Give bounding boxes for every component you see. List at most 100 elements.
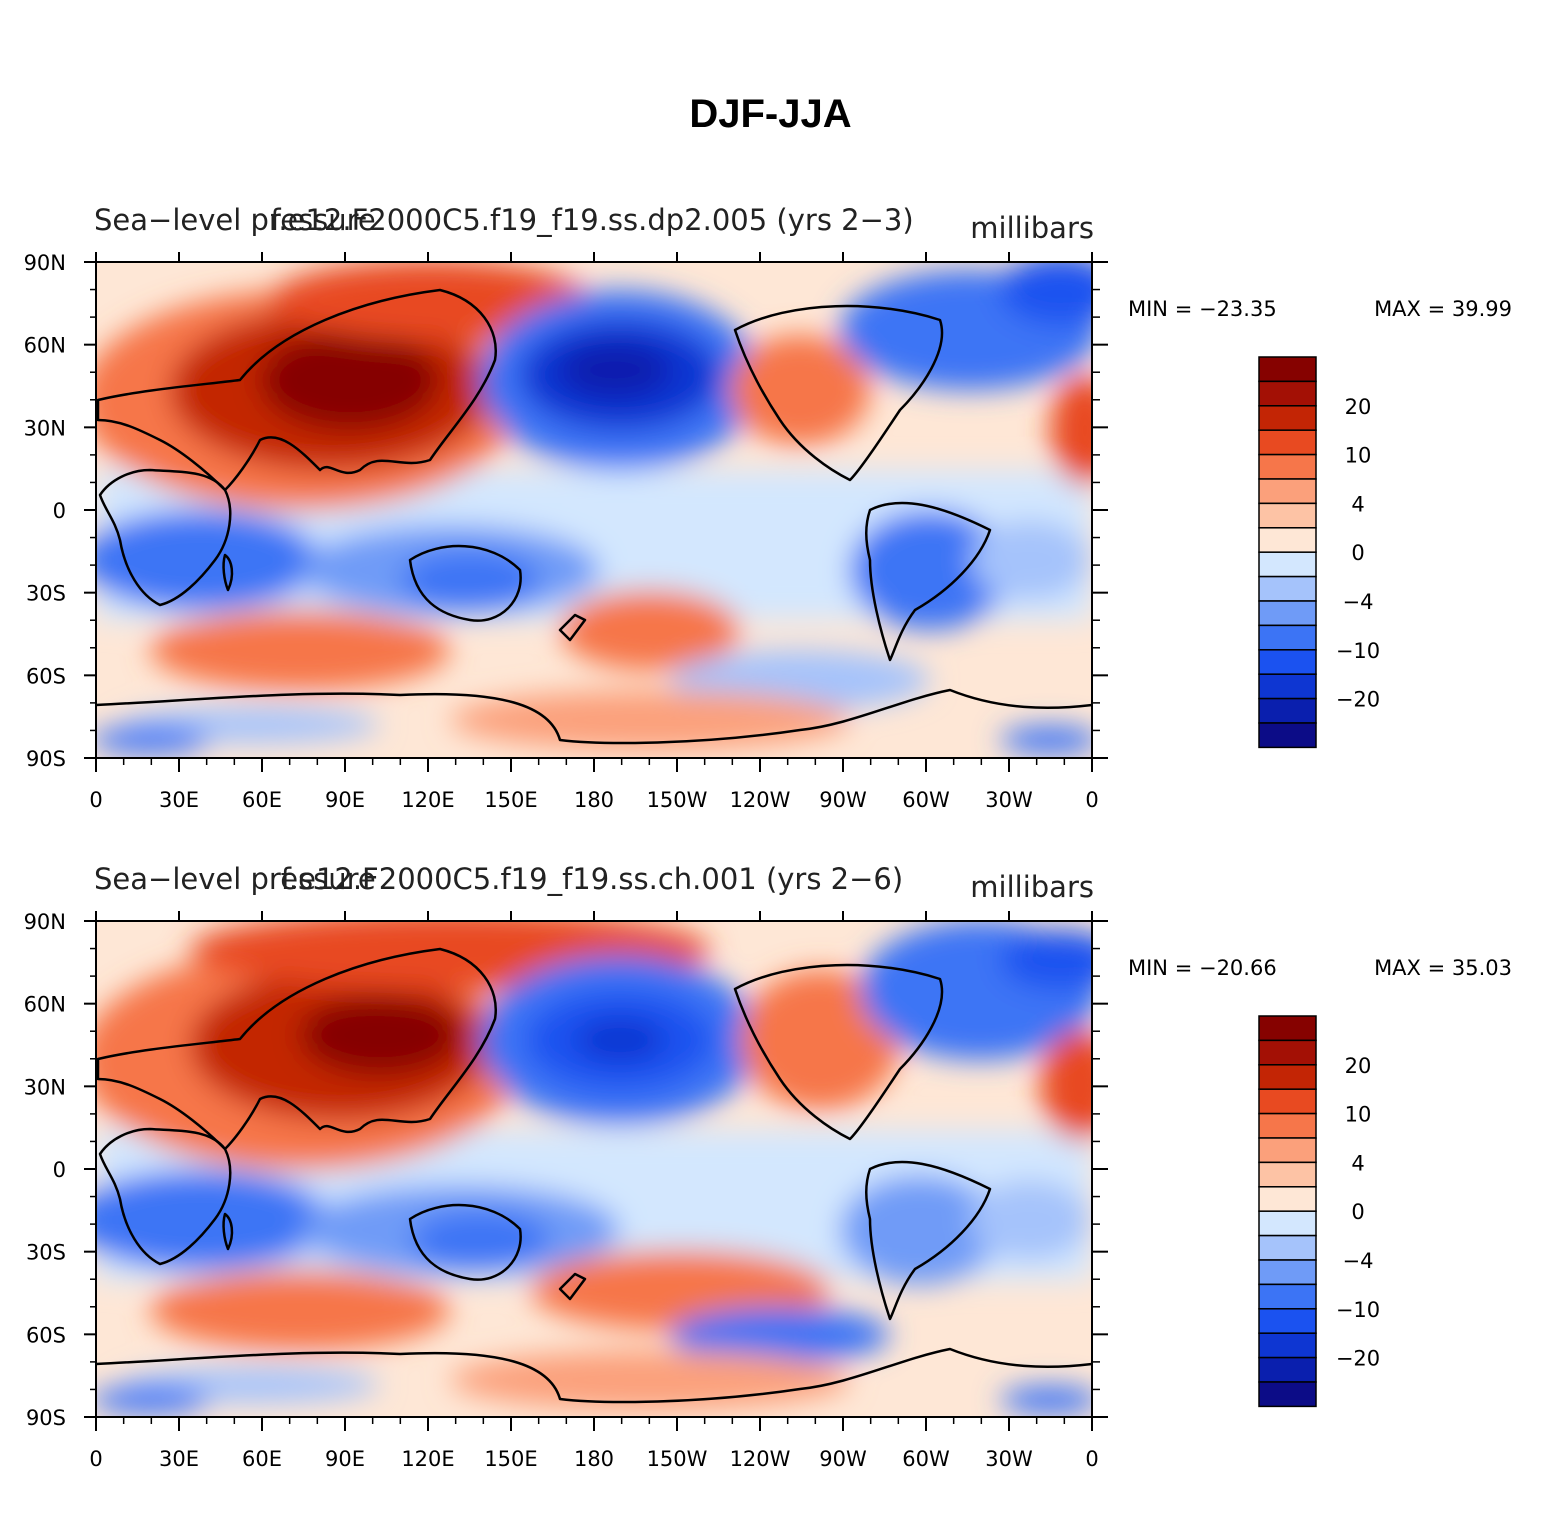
lat-label: 0 bbox=[53, 1158, 66, 1182]
lat-label: 60N bbox=[24, 334, 66, 358]
colorbar-label: −20 bbox=[1336, 688, 1380, 712]
colorbar-label: 0 bbox=[1351, 1200, 1364, 1224]
lat-label: 90N bbox=[24, 910, 66, 934]
lat-label: 30S bbox=[26, 1241, 66, 1265]
colorbar-box bbox=[1258, 1283, 1317, 1310]
panel1-colorbar: 20 10 4 0 −4 −10 −20 bbox=[1258, 356, 1380, 749]
panel1-case-label: f.e12.F2000C5.f19_f19.ss.dp2.005 (yrs 2−… bbox=[270, 203, 913, 237]
panel2-map bbox=[96, 921, 1092, 1417]
lon-label: 60W bbox=[902, 788, 950, 812]
panel-dp2: Sea−level pressure f.e12.F2000C5.f19_f19… bbox=[24, 203, 1512, 812]
panel1-min-text: MIN = −23.35 bbox=[1128, 297, 1277, 321]
lon-label: 30E bbox=[159, 1447, 199, 1471]
colorbar-label: −10 bbox=[1336, 639, 1380, 663]
colorbar-box bbox=[1258, 478, 1317, 505]
lon-label: 90W bbox=[819, 1447, 867, 1471]
colorbar-box bbox=[1258, 1088, 1317, 1115]
colorbar-label: −10 bbox=[1336, 1298, 1380, 1322]
panel2-case-label: f.e12.F2000C5.f19_f19.ss.ch.001 (yrs 2−6… bbox=[281, 862, 903, 896]
lon-label: 180 bbox=[574, 1447, 614, 1471]
lon-label: 0 bbox=[1085, 788, 1098, 812]
colorbar-box bbox=[1258, 453, 1317, 480]
colorbar-label: 4 bbox=[1351, 1151, 1364, 1175]
colorbar-box bbox=[1258, 1015, 1317, 1042]
figure-title: DJF-JJA bbox=[689, 92, 852, 136]
colorbar-box bbox=[1258, 624, 1317, 651]
colorbar-label: 10 bbox=[1345, 1103, 1372, 1127]
colorbar-box bbox=[1258, 600, 1317, 627]
colorbar-box bbox=[1258, 1356, 1317, 1383]
panel1-max-text: MAX = 39.99 bbox=[1374, 297, 1512, 321]
panel2-max-text: MAX = 35.03 bbox=[1374, 956, 1512, 980]
colorbar-box bbox=[1258, 1064, 1317, 1090]
panel1-units-label: millibars bbox=[970, 211, 1094, 245]
colorbar-box bbox=[1258, 429, 1317, 456]
colorbar-box bbox=[1258, 1210, 1317, 1237]
colorbar-box bbox=[1258, 722, 1317, 749]
lon-label: 150E bbox=[484, 788, 537, 812]
colorbar-box bbox=[1258, 502, 1317, 529]
lon-label: 60W bbox=[902, 1447, 950, 1471]
lon-label: 120E bbox=[401, 1447, 454, 1471]
colorbar-box bbox=[1258, 1039, 1317, 1066]
colorbar-box bbox=[1258, 527, 1317, 553]
lon-label: 90W bbox=[819, 788, 867, 812]
lon-label: 120E bbox=[401, 788, 454, 812]
colorbar-box bbox=[1258, 380, 1317, 407]
lon-label: 180 bbox=[574, 788, 614, 812]
colorbar-box bbox=[1258, 673, 1317, 700]
panel2-min-text: MIN = −20.66 bbox=[1128, 956, 1277, 980]
panel2-lon-labels: 0 30E 60E 90E 120E 150E 180 150W 120W 90W 60W 30W 0 bbox=[89, 1447, 1098, 1471]
lat-label: 60S bbox=[26, 664, 66, 688]
colorbar-label: 0 bbox=[1351, 541, 1364, 565]
lon-label: 120W bbox=[730, 1447, 791, 1471]
colorbar-label: −4 bbox=[1343, 590, 1374, 614]
colorbar-box bbox=[1258, 1234, 1317, 1261]
panel2-colorbar: 20 10 4 0 −4 −10 −20 bbox=[1258, 1015, 1380, 1408]
lat-label: 30S bbox=[26, 582, 66, 606]
lon-label: 0 bbox=[89, 1447, 102, 1471]
lat-label: 60N bbox=[24, 993, 66, 1017]
panel-ch: Sea−level pressure f.e12.F2000C5.f19_f19… bbox=[24, 862, 1512, 1471]
colorbar-box bbox=[1258, 697, 1317, 724]
colorbar-box bbox=[1258, 551, 1317, 578]
lon-label: 0 bbox=[89, 788, 102, 812]
panel1-field-label: Sea−level pressure bbox=[94, 203, 376, 237]
lat-label: 60S bbox=[26, 1323, 66, 1347]
colorbar-box bbox=[1258, 1112, 1317, 1139]
colorbar-box bbox=[1258, 1308, 1317, 1334]
panel1-ticks bbox=[84, 252, 1108, 772]
lon-label: 60E bbox=[242, 1447, 282, 1471]
colorbar-box bbox=[1258, 575, 1317, 602]
colorbar-label: 4 bbox=[1351, 492, 1364, 516]
colorbar-box bbox=[1258, 1186, 1317, 1212]
lon-label: 30E bbox=[159, 788, 199, 812]
colorbar-box bbox=[1258, 1137, 1317, 1164]
lon-label: 150E bbox=[484, 1447, 537, 1471]
colorbar-label: 20 bbox=[1345, 1054, 1372, 1078]
lat-label: 30N bbox=[24, 416, 66, 440]
lat-label: 90S bbox=[26, 747, 66, 771]
colorbar-label: 10 bbox=[1345, 444, 1372, 468]
lon-label: 30W bbox=[985, 788, 1033, 812]
colorbar-box bbox=[1258, 649, 1317, 675]
lon-label: 120W bbox=[730, 788, 791, 812]
colorbar-box bbox=[1258, 356, 1317, 383]
colorbar-label: −4 bbox=[1343, 1249, 1374, 1273]
colorbar-box bbox=[1258, 1332, 1317, 1359]
panel1-lon-labels: 0 30E 60E 90E 120E 150E 180 150W 120W 90W 60W 30W 0 bbox=[89, 788, 1098, 812]
lat-label: 0 bbox=[53, 499, 66, 523]
panel1-lat-labels: 90N 60N 30N 0 30S 60S 90S bbox=[24, 251, 66, 771]
colorbar-box bbox=[1258, 1259, 1317, 1286]
colorbar-label: 20 bbox=[1345, 395, 1372, 419]
lat-label: 90S bbox=[26, 1406, 66, 1430]
panel2-units-label: millibars bbox=[970, 870, 1094, 904]
lon-label: 30W bbox=[985, 1447, 1033, 1471]
panel1-map bbox=[96, 262, 1092, 758]
colorbar-label: −20 bbox=[1336, 1347, 1380, 1371]
panel2-ticks bbox=[84, 911, 1108, 1431]
panel2-field-label: Sea−level pressure bbox=[94, 862, 376, 896]
panel2-lat-labels: 90N 60N 30N 0 30S 60S 90S bbox=[24, 910, 66, 1430]
lon-label: 90E bbox=[325, 1447, 365, 1471]
